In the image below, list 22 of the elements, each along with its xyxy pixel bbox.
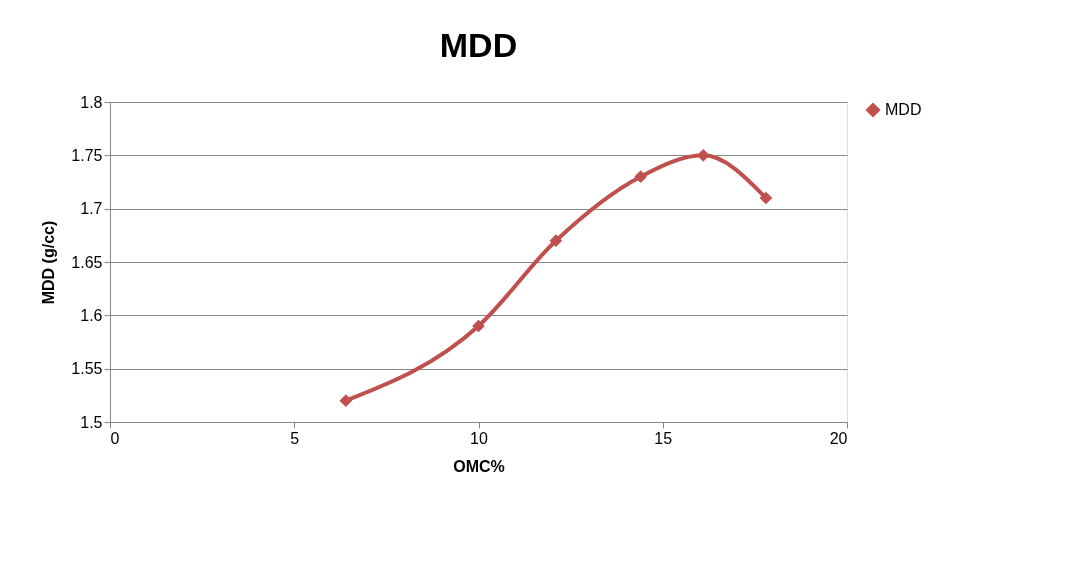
y-tick-label: 1.5 (80, 413, 103, 431)
chart-title: MDD (439, 26, 518, 64)
point (759, 191, 773, 205)
point (696, 149, 710, 162)
x-tick-label: 0 (110, 429, 120, 447)
y-tick-label: 1.75 (71, 146, 103, 164)
point (472, 319, 485, 333)
point (634, 170, 647, 183)
y-tick-label: 1.55 (71, 360, 103, 378)
x-tick-label: 20 (829, 429, 848, 447)
y-tick-label: 1.7 (80, 200, 103, 218)
y-tick-label: 1.6 (80, 306, 103, 324)
x-tick-label: 15 (654, 429, 673, 447)
point (549, 234, 563, 247)
point (339, 394, 353, 407)
x-tick-label: 10 (470, 429, 488, 447)
x-axis-title: OMC% (453, 457, 505, 475)
y-tick-label: 1.8 (80, 93, 103, 111)
legend-label: MDD (885, 101, 922, 118)
y-tick-label: 1.65 (71, 253, 103, 271)
y-axis-title: MDD (g/cc) (40, 220, 58, 305)
x-tick-label: 5 (290, 429, 300, 447)
